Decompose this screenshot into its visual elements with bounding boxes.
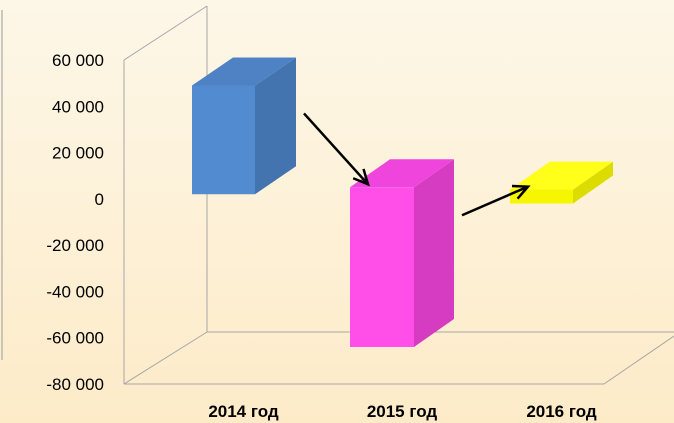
- y-tick-label: -80 000: [46, 375, 104, 394]
- y-tick-label: -20 000: [46, 236, 104, 255]
- bar: [510, 161, 613, 204]
- frame-left-top-edge: [123, 5, 208, 61]
- arrow: [303, 112, 370, 187]
- y-tick-label: -40 000: [46, 282, 104, 301]
- bar-top-face: [350, 159, 454, 188]
- bar-side-face: [255, 57, 296, 195]
- y-tick-label: 20 000: [52, 144, 104, 163]
- y-tick-label: 40 000: [52, 97, 104, 116]
- arrow-shaft: [303, 112, 369, 186]
- y-tick-label: 0: [95, 190, 104, 209]
- bar-top-face: [510, 161, 613, 190]
- bar-side-face: [414, 159, 454, 347]
- bar: [350, 159, 454, 347]
- arrow: [461, 184, 531, 217]
- arrow-shaft: [461, 185, 529, 217]
- x-category-label: 2016 год: [526, 402, 597, 421]
- bar-front-face: [192, 85, 255, 195]
- arrows: [303, 112, 531, 217]
- floor-left-edge: [123, 331, 208, 385]
- arrow-head: [511, 184, 531, 200]
- y-tick-label: -60 000: [46, 329, 104, 348]
- x-category-label: 2015 год: [367, 402, 438, 421]
- bar-top-face: [192, 57, 296, 86]
- bar-front-face: [350, 187, 414, 347]
- y-tick-label: 60 000: [52, 51, 104, 70]
- bar-front-face: [510, 189, 573, 204]
- x-category-label: 2014 год: [208, 402, 279, 421]
- chart-frame: [1, 5, 674, 385]
- x-axis-labels: 2014 год 2015 год 2016 год: [208, 402, 597, 421]
- arrow-head: [352, 168, 370, 187]
- floor-right-edge: [603, 335, 674, 385]
- bars: [192, 57, 613, 347]
- y-axis-ticks: 60 000 40 000 20 000 0 -20 000 -40 000 -60 000…: [46, 51, 104, 394]
- bar-side-face: [573, 161, 613, 204]
- bar: [192, 57, 296, 195]
